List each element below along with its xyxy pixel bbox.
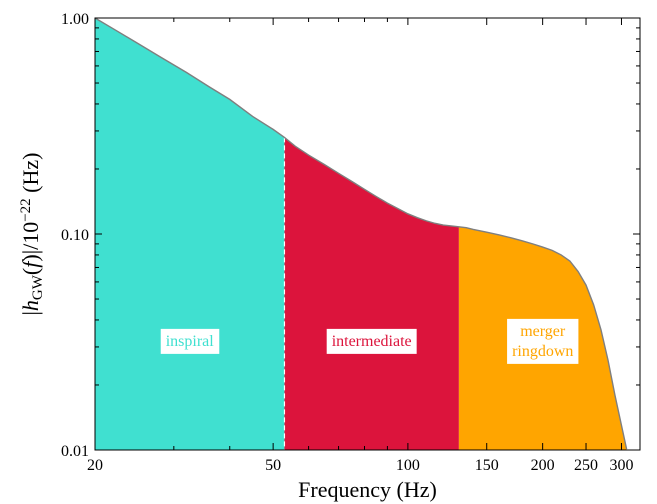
svg-text:intermediate: intermediate — [332, 333, 412, 350]
y-axis-title-f: f — [18, 259, 43, 268]
y-tick-label: 0.01 — [61, 443, 89, 460]
x-tick-label: 100 — [396, 457, 420, 474]
y-axis-title-sub: GW — [30, 274, 46, 300]
x-tick-label: 250 — [574, 457, 598, 474]
x-tick-label: 50 — [265, 457, 281, 474]
region-area-0 — [95, 18, 285, 450]
region-label-1: intermediate — [326, 328, 417, 354]
y-axis-title: |hGW(f)|/10−22 (Hz) — [18, 153, 46, 316]
x-tick-label: 20 — [87, 457, 103, 474]
curve-layer — [94, 17, 628, 450]
y-axis-title-h: h — [18, 300, 43, 311]
region-labels-layer: inspiral intermediate merger ringdown — [160, 318, 579, 364]
y-axis-title-open: | — [18, 311, 43, 315]
regions-layer — [95, 18, 627, 450]
y-axis-title-mid: ( — [18, 268, 43, 275]
y-tick-label: 0.10 — [61, 227, 89, 244]
region-label-2: merger ringdown — [507, 318, 579, 364]
amplitude-curve — [94, 17, 628, 450]
x-tick-label: 200 — [531, 457, 555, 474]
y-axis-title-unit: (Hz) — [18, 153, 43, 199]
region-label-0: inspiral — [160, 328, 220, 354]
y-axis-title-close: )|/10 — [18, 222, 43, 262]
x-axis-title: Frequency (Hz) — [298, 477, 437, 502]
y-tick-label: 1.00 — [61, 11, 89, 28]
y-axis-title-exp: −22 — [18, 198, 34, 221]
x-tick-label: 300 — [609, 457, 633, 474]
x-tick-label: 150 — [475, 457, 499, 474]
ticks-layer: 20 50 100 150 200 250 300 0.01 0.10 1.00 — [61, 11, 640, 474]
region-area-1 — [284, 137, 459, 450]
svg-text:inspiral: inspiral — [166, 333, 215, 350]
